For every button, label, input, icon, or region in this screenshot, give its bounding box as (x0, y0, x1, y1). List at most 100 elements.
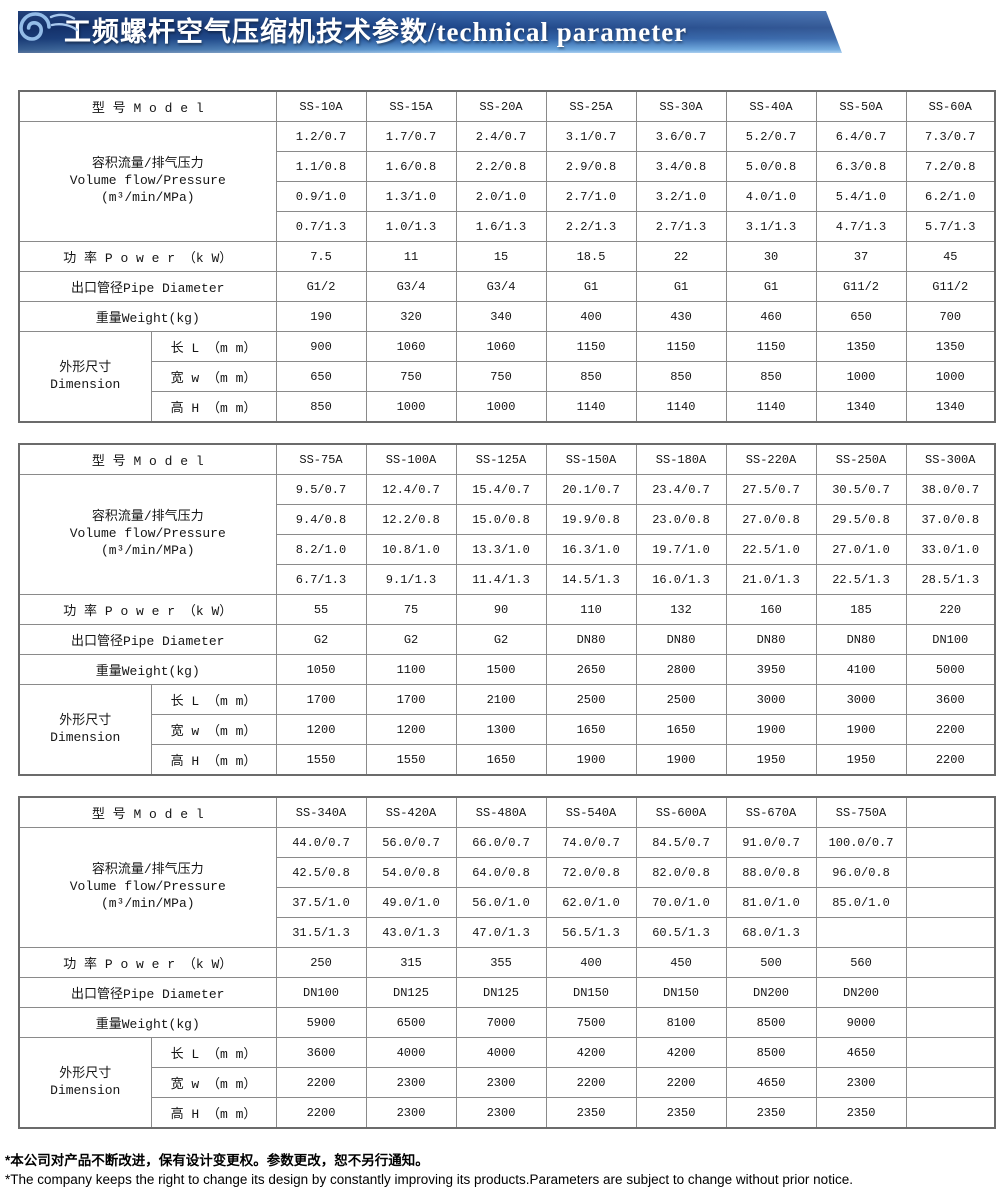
power-cell: 250 (275, 947, 367, 978)
flow-cell: 4.7/1.3 (815, 211, 907, 242)
model-cell (905, 796, 996, 828)
flow-cell: 62.0/1.0 (545, 887, 637, 918)
width-row: 宽 w （m m） 2200 2300 2300 2200 2200 4650 2300 (19, 1067, 996, 1098)
flow-cell (905, 917, 996, 948)
height-cell: 2350 (635, 1097, 727, 1129)
pipe-cell: G2 (275, 624, 367, 655)
length-cell: 900 (275, 331, 367, 362)
length-row: 外形尺寸 Dimension 长 L （m m） 900 1060 1060 1150 115… (18, 331, 996, 423)
flow-cell: 9.1/1.3 (365, 564, 457, 595)
height-cell: 1950 (815, 744, 907, 776)
power-cell: 55 (275, 594, 367, 625)
power-cell: 560 (815, 947, 907, 978)
dimension-label-cn: 外形尺寸 (59, 712, 112, 728)
height-cell: 1340 (905, 391, 996, 423)
weight-cell: 9000 (815, 1007, 907, 1038)
dimension-label-en: Dimension (50, 376, 121, 392)
model-cell: SS-220A (725, 443, 817, 475)
dimension-row-label: 外形尺寸 Dimension (18, 684, 152, 776)
weight-cell: 400 (545, 301, 637, 332)
flow-cell: 6.7/1.3 (275, 564, 367, 595)
flow-row: 0.7/1.3 1.0/1.3 1.6/1.3 2.2/1.3 2.7/1.3 3.1/1… (19, 211, 996, 242)
length-row-label: 长 L （m m） (150, 684, 277, 715)
width-cell: 2300 (455, 1067, 547, 1098)
cloud-icon (19, 12, 78, 41)
flow-row-label: 容积流量/排气压力 Volume flow/Pressure (m³/min/MPa… (18, 121, 277, 242)
length-cell: 3000 (725, 684, 817, 715)
length-cell: 1700 (365, 684, 457, 715)
width-cell (905, 1067, 996, 1098)
model-cell: SS-40A (725, 90, 817, 122)
pipe-row-label: 出口管径Pipe Diameter (18, 271, 277, 302)
weight-row-label: 重量Weight(kg) (18, 654, 277, 685)
power-row: 功 率 P o w e r （k W） 55 75 90 110 132 160 185 220 (18, 594, 996, 625)
pipe-row: 出口管径Pipe Diameter G1/2 G3/4 G3/4 G1 G1 G1 G11/2… (18, 271, 996, 302)
power-cell: 30 (725, 241, 817, 272)
pipe-cell: G1 (545, 271, 637, 302)
page-title-banner: 工频螺杆空气压缩机技术参数/technical parameter (18, 11, 842, 53)
spec-table-2: 型 号 M o d e l SS-75A SS-100A SS-125A SS-150A… (18, 443, 997, 776)
flow-cell: 7.2/0.8 (905, 151, 996, 182)
flow-cell: 7.3/0.7 (905, 121, 996, 152)
flow-row: 容积流量/排气压力 Volume flow/Pressure (m³/min/MPa… (18, 121, 996, 242)
power-cell: 450 (635, 947, 727, 978)
pipe-cell: G3/4 (365, 271, 457, 302)
flow-cell: 15.0/0.8 (455, 504, 547, 535)
pipe-cell: G1 (635, 271, 727, 302)
width-cell: 750 (365, 361, 457, 392)
width-cell: 750 (455, 361, 547, 392)
dimension-label-en: Dimension (50, 729, 121, 745)
dimension-label-en: Dimension (50, 1082, 121, 1098)
flow-cell: 6.4/0.7 (815, 121, 907, 152)
flow-cell: 8.2/1.0 (275, 534, 367, 565)
flow-cell: 1.7/0.7 (365, 121, 457, 152)
model-cell: SS-50A (815, 90, 907, 122)
pipe-cell: DN100 (275, 977, 367, 1008)
length-cell: 2100 (455, 684, 547, 715)
width-cell: 1900 (815, 714, 907, 745)
height-cell: 1140 (635, 391, 727, 423)
length-cell: 4200 (635, 1037, 727, 1068)
model-cell: SS-540A (545, 796, 637, 828)
width-cell: 1650 (545, 714, 637, 745)
flow-cell: 3.1/1.3 (725, 211, 817, 242)
flow-cell: 47.0/1.3 (455, 917, 547, 948)
flow-cell: 19.7/1.0 (635, 534, 727, 565)
weight-cell: 2650 (545, 654, 637, 685)
length-cell: 1150 (635, 331, 727, 362)
power-cell: 18.5 (545, 241, 637, 272)
width-cell: 4650 (725, 1067, 817, 1098)
weight-row-label: 重量Weight(kg) (18, 301, 277, 332)
length-cell: 1350 (905, 331, 996, 362)
power-cell: 75 (365, 594, 457, 625)
flow-label-unit: (m³/min/MPa) (100, 189, 195, 205)
width-row-label: 宽 w （m m） (150, 714, 277, 745)
flow-row: 37.5/1.0 49.0/1.0 56.0/1.0 62.0/1.0 70.0/1.0… (19, 887, 996, 918)
pipe-cell: G2 (365, 624, 457, 655)
weight-cell: 430 (635, 301, 727, 332)
weight-cell: 5900 (275, 1007, 367, 1038)
length-cell (905, 1037, 996, 1068)
weight-cell: 1050 (275, 654, 367, 685)
pipe-cell: DN80 (545, 624, 637, 655)
width-cell: 2200 (635, 1067, 727, 1098)
flow-cell: 20.1/0.7 (545, 474, 637, 505)
length-cell: 3600 (275, 1037, 367, 1068)
flow-cell: 5.7/1.3 (905, 211, 996, 242)
pipe-cell: G11/2 (815, 271, 907, 302)
dimension-label-cn: 外形尺寸 (59, 1065, 112, 1081)
model-cell: SS-340A (275, 796, 367, 828)
spec-table-3: 型 号 M o d e l SS-340A SS-420A SS-480A SS-540… (18, 796, 997, 1129)
pipe-cell: DN80 (635, 624, 727, 655)
flow-cell: 22.5/1.0 (725, 534, 817, 565)
flow-cell: 100.0/0.7 (815, 827, 907, 858)
pipe-cell: G1 (725, 271, 817, 302)
power-cell: 15 (455, 241, 547, 272)
power-cell: 160 (725, 594, 817, 625)
width-cell: 2300 (815, 1067, 907, 1098)
weight-cell: 4100 (815, 654, 907, 685)
weight-cell: 6500 (365, 1007, 457, 1038)
power-cell: 132 (635, 594, 727, 625)
flow-cell: 37.0/0.8 (905, 504, 996, 535)
width-row-label: 宽 w （m m） (150, 1067, 277, 1098)
